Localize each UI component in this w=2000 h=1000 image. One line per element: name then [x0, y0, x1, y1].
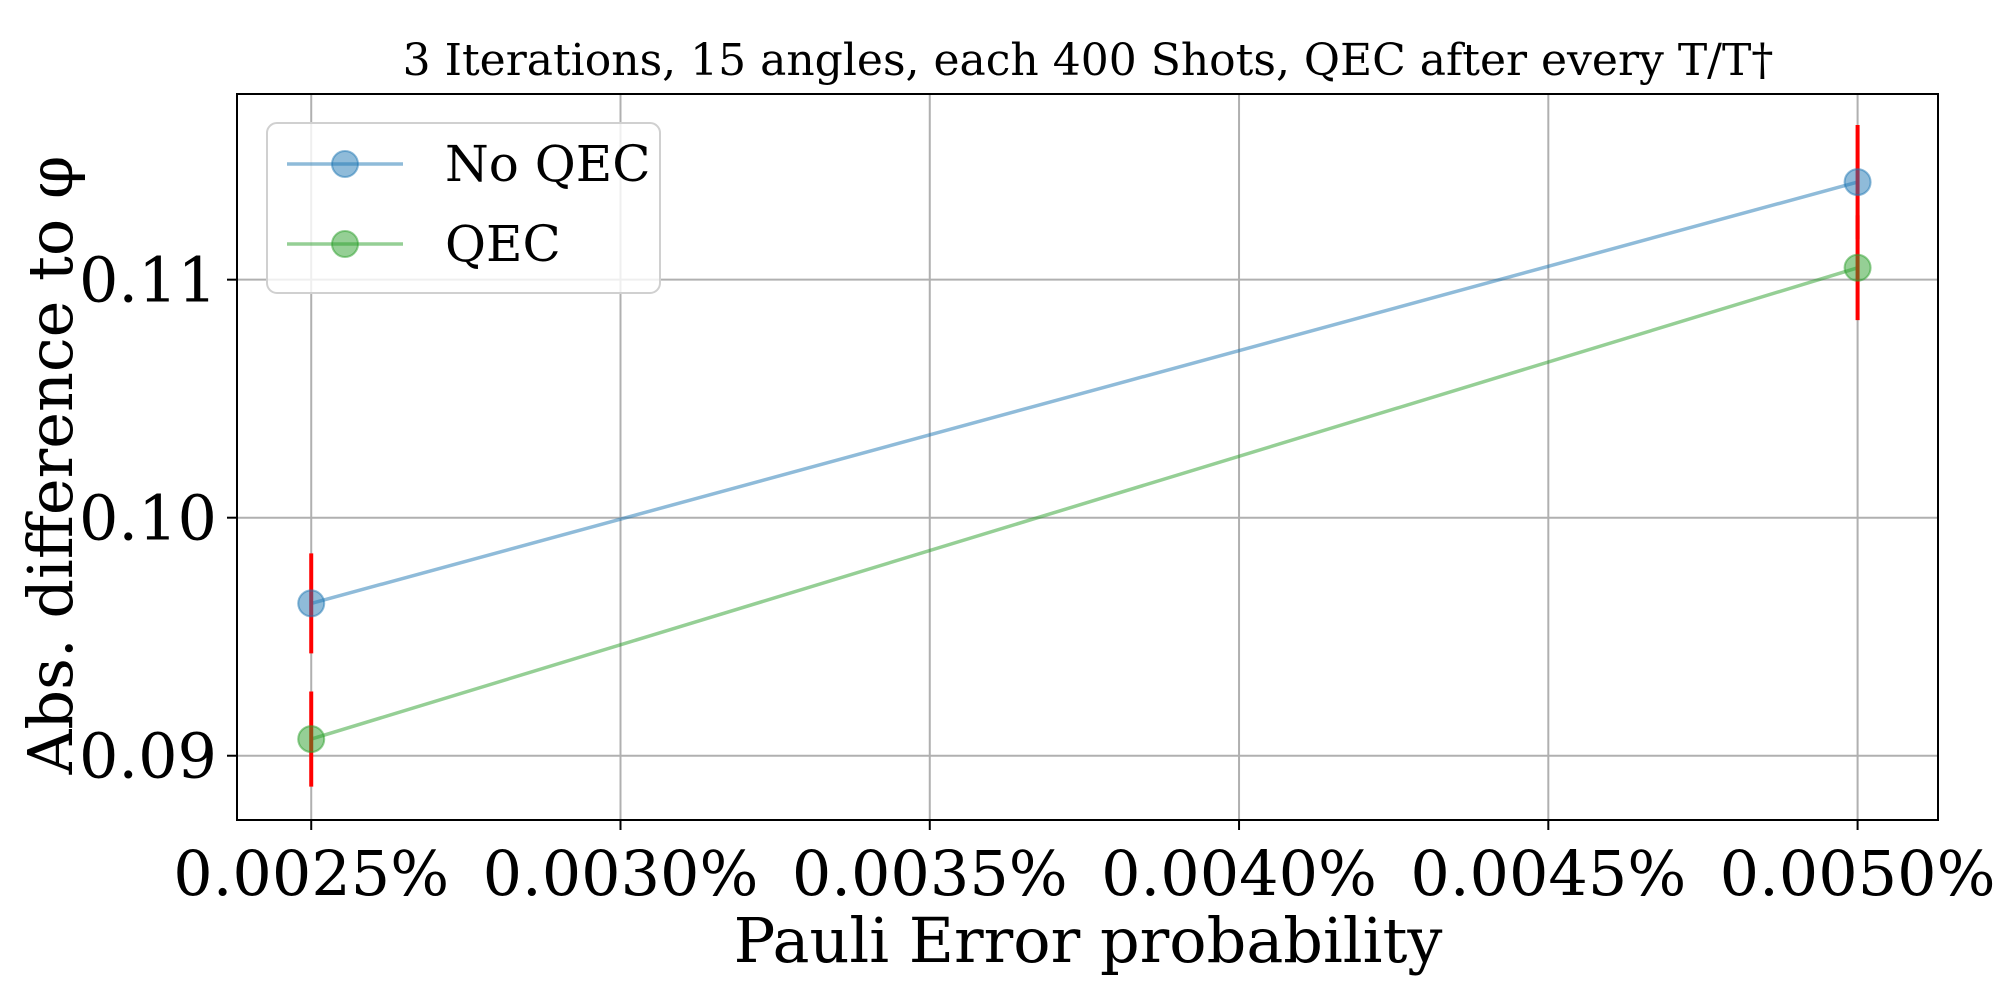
x-tick-label-5: 0.0050%: [1720, 837, 1996, 910]
legend-marker-0: [331, 150, 359, 178]
plot-frame: [236, 93, 1939, 821]
x-tick-label-2: 0.0035%: [792, 837, 1068, 910]
markers: [297, 168, 1872, 754]
data-point-1-1: [1843, 253, 1872, 282]
y-tick-label-2: 0.11: [79, 244, 217, 317]
y-tick-label-0: 0.09: [79, 720, 217, 793]
y-axis-label: Abs. difference to φ: [14, 156, 87, 776]
x-tick-label-3: 0.0040%: [1101, 837, 1377, 910]
x-tick-label-1: 0.0030%: [483, 837, 759, 910]
series-line-0: [310, 180, 1859, 606]
data-point-0-0: [297, 589, 326, 618]
legend-label-0: No QEC: [445, 135, 651, 193]
legend-marker-1: [331, 230, 359, 258]
x-tick-label-4: 0.0045%: [1410, 837, 1686, 910]
legend: No QEC QEC: [266, 122, 661, 294]
data-point-1-0: [297, 725, 326, 754]
y-tick-labels: 0.09 0.10 0.11: [79, 244, 237, 793]
x-tick-labels: 0.0025% 0.0030% 0.0035% 0.0040% 0.0045% 0.005…: [173, 820, 1996, 910]
legend-items: No QEC QEC: [287, 135, 651, 273]
y-tick-label-1: 0.10: [79, 482, 217, 555]
x-axis-label: Pauli Error probability: [734, 904, 1443, 977]
chart-title: 3 Iterations, 15 angles, each 400 Shots,…: [403, 35, 1774, 86]
series-layer: [310, 180, 1859, 741]
series-line-1: [310, 266, 1859, 741]
legend-label-1: QEC: [445, 215, 561, 273]
x-tick-label-0: 0.0025%: [173, 837, 449, 910]
data-point-0-1: [1843, 168, 1872, 197]
